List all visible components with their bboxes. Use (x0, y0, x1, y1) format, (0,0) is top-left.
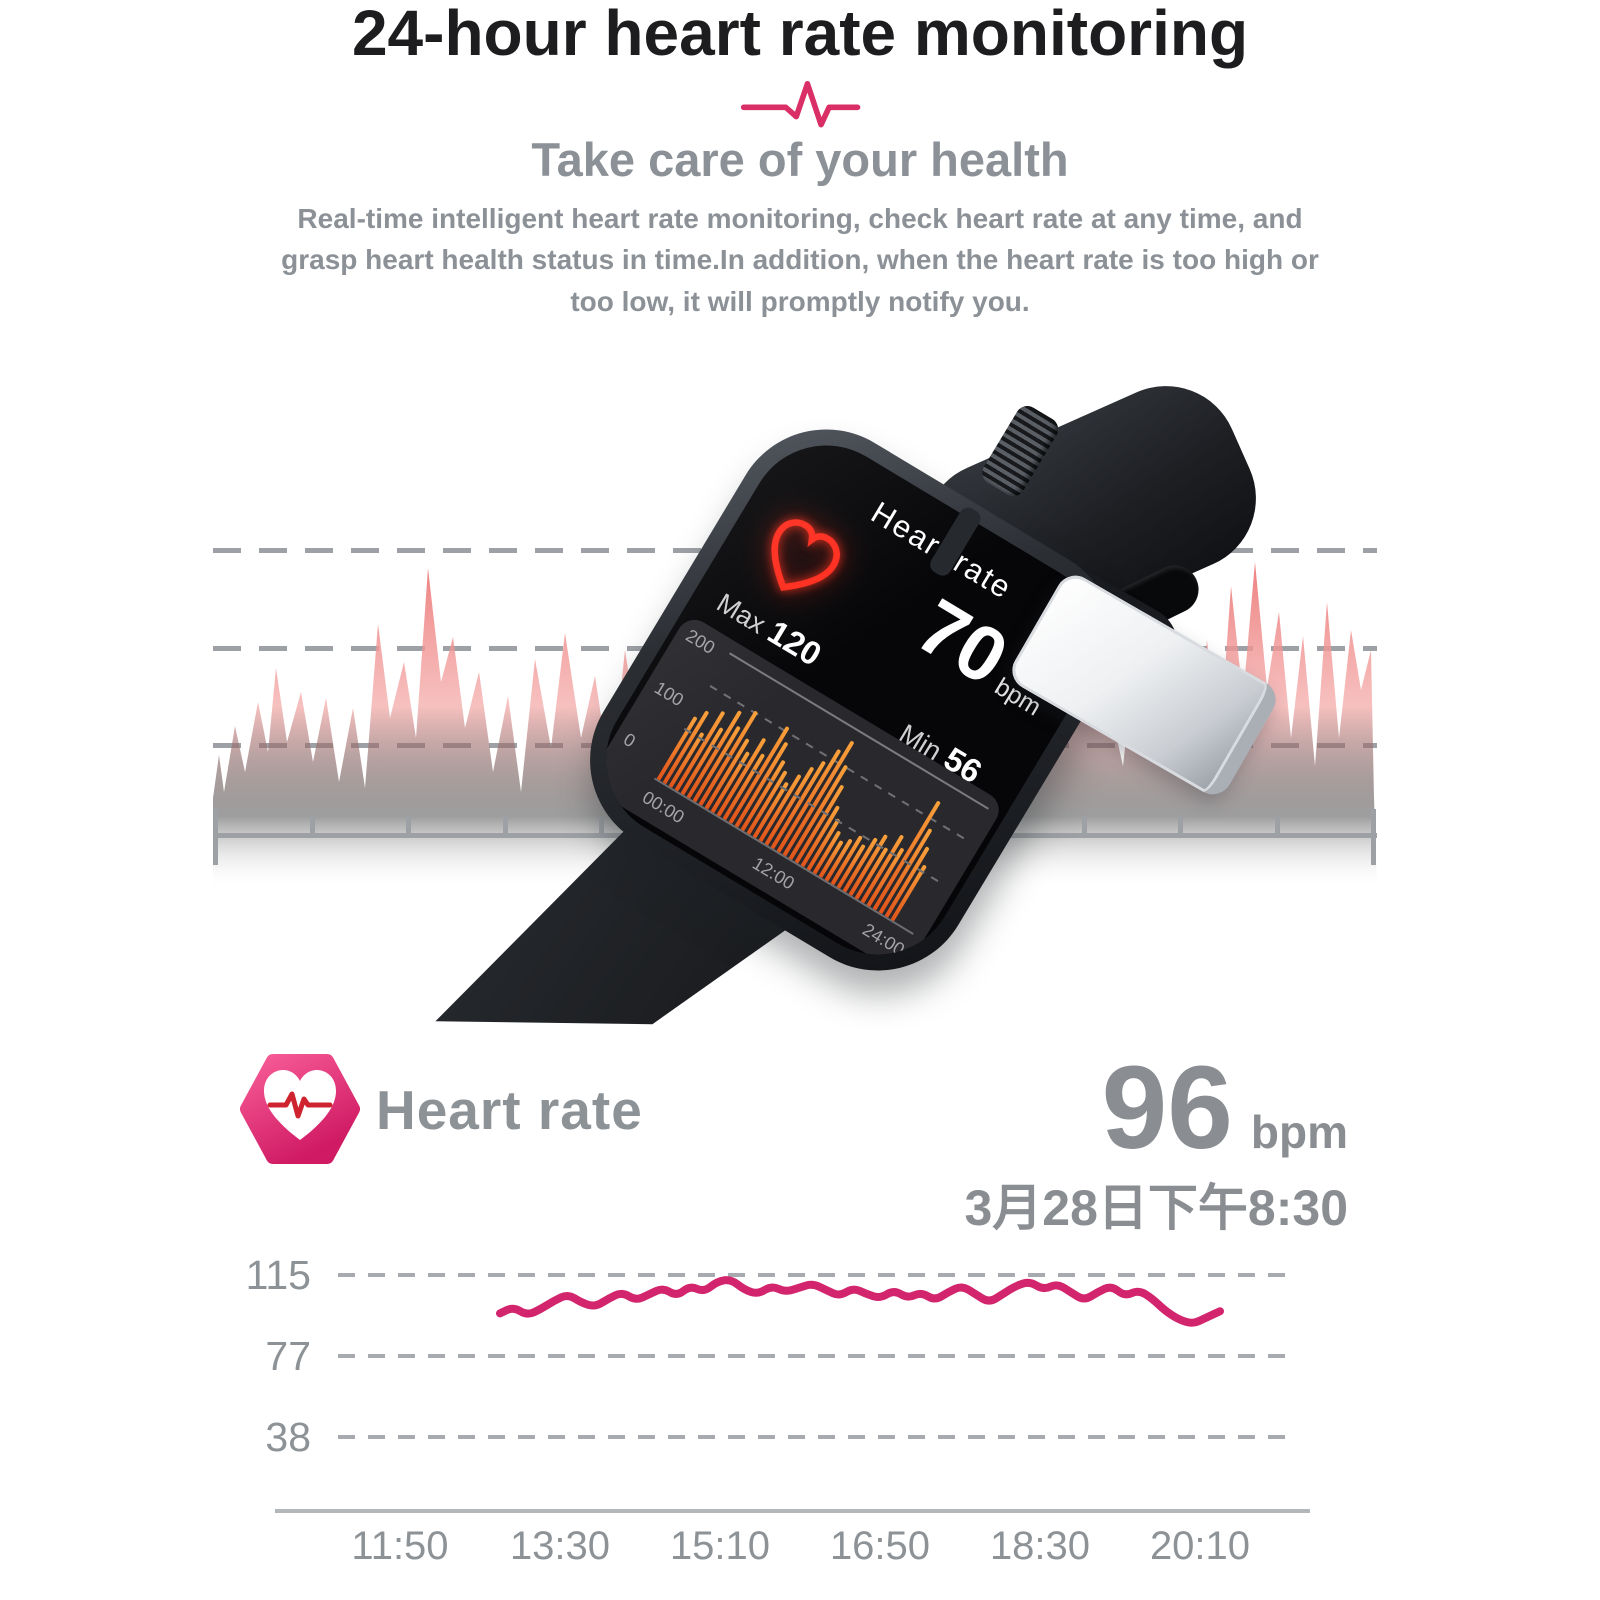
background-waveform (213, 556, 1377, 890)
axis-tick (1371, 809, 1376, 865)
heart-rate-bar (818, 839, 844, 878)
subtitle: Take care of your health (531, 133, 1069, 186)
heart-rate-bar (680, 727, 724, 796)
axis-tick (1081, 816, 1087, 833)
heart-rate-bar (872, 800, 941, 911)
heart-rate-bar (830, 835, 863, 886)
heart-rate-app-icon (240, 1054, 360, 1164)
heart-rate-bar (794, 784, 845, 864)
heart-rate-bar (728, 725, 790, 824)
x-tick: 16:50 (829, 1524, 931, 1568)
heart-rate-bar (746, 770, 788, 835)
heart-rate-bar (824, 838, 853, 882)
x-tick: 18:30 (989, 1524, 1091, 1568)
heart-rate-bar (806, 818, 841, 871)
summary-bpm-value: 96 (1101, 1042, 1233, 1174)
gridline-dashed (338, 1354, 1290, 1358)
heart-rate-bar (860, 834, 905, 904)
heart-rate-bar (674, 710, 726, 792)
page-title: 24-hour heart rate monitoring (351, 0, 1249, 69)
heart-rate-bar (686, 710, 743, 799)
heart-rate-bar (710, 751, 751, 814)
x-tick: 11:50 (351, 1524, 449, 1568)
heart-rate-bar (812, 830, 842, 875)
axis-tick (502, 816, 508, 833)
heart-rate-bar (866, 847, 905, 907)
heart-rate-bar (878, 827, 933, 915)
heart-rate-bar (752, 781, 790, 839)
axis-tick (406, 816, 411, 833)
heart-rate-bar (848, 833, 889, 897)
y-tick-115: 115 (245, 1252, 311, 1298)
description: Real-time intelligent heart rate monitor… (281, 203, 1319, 317)
y-tick-77: 77 (265, 1333, 311, 1379)
x-tick: 20:10 (1149, 1524, 1251, 1568)
heart-rate-bar (698, 710, 759, 806)
x-tick: 13:30 (509, 1524, 611, 1568)
max-heart-rate: Max120 (711, 587, 828, 673)
watch-case: Heart rate 70 bpm Max120 Min56 200 100 0 (555, 394, 1149, 1006)
axis-tick (309, 816, 315, 833)
axis-tick (599, 816, 604, 833)
heart-rate-bar (704, 738, 750, 810)
summary-bpm-unit: bpm (1250, 1106, 1348, 1158)
heart-rate-bar (692, 725, 741, 803)
heart-rate-bar (890, 864, 928, 922)
heart-rate-bar (884, 846, 930, 918)
summary-label: Heart rate (376, 1079, 643, 1141)
summary-datetime: 3月28日下午8:30 (964, 1180, 1349, 1236)
heart-rate-bar (788, 764, 849, 860)
heart-rate-bar (764, 766, 815, 846)
ecg-pulse-icon (740, 81, 861, 128)
heart-rate-bar (782, 740, 855, 857)
heart-rate-bar (842, 837, 878, 893)
axis-tick (1178, 816, 1183, 833)
heart-rate-bar (722, 753, 766, 821)
heart-rate-bar (854, 846, 889, 900)
heart-rate-bar (716, 737, 767, 817)
heart-rate-bar (740, 759, 786, 832)
glowing-heart-icon (771, 519, 840, 591)
bpm-value: 70 (902, 581, 1023, 702)
x-tick: 15:10 (669, 1524, 771, 1568)
watch-screen: Heart rate 70 bpm Max120 Min56 200 100 0 (577, 416, 1127, 984)
heart-rate-bar (758, 773, 802, 842)
heart-rate-bar (836, 843, 866, 889)
heart-rate-bar (668, 731, 705, 788)
y-tick-38: 38 (265, 1414, 311, 1460)
heart-rate-line-chart (496, 1276, 1224, 1327)
heart-rate-bar (734, 741, 789, 828)
x-axis-line (275, 1509, 1310, 1513)
heart-rate-bar (656, 716, 698, 781)
axis-tick (1274, 816, 1280, 833)
min-heart-rate: Min56 (894, 718, 989, 791)
heart-rate-bar (770, 760, 827, 850)
heart-rate-bar (776, 748, 842, 853)
summary-current-value: 96 bpm (1102, 1040, 1348, 1176)
heart-rate-bar (662, 710, 710, 785)
gridline-dashed (338, 1273, 1290, 1277)
heart-rate-bar (800, 805, 841, 868)
axis-tick (213, 809, 218, 865)
gridline-dashed (338, 1435, 1290, 1439)
